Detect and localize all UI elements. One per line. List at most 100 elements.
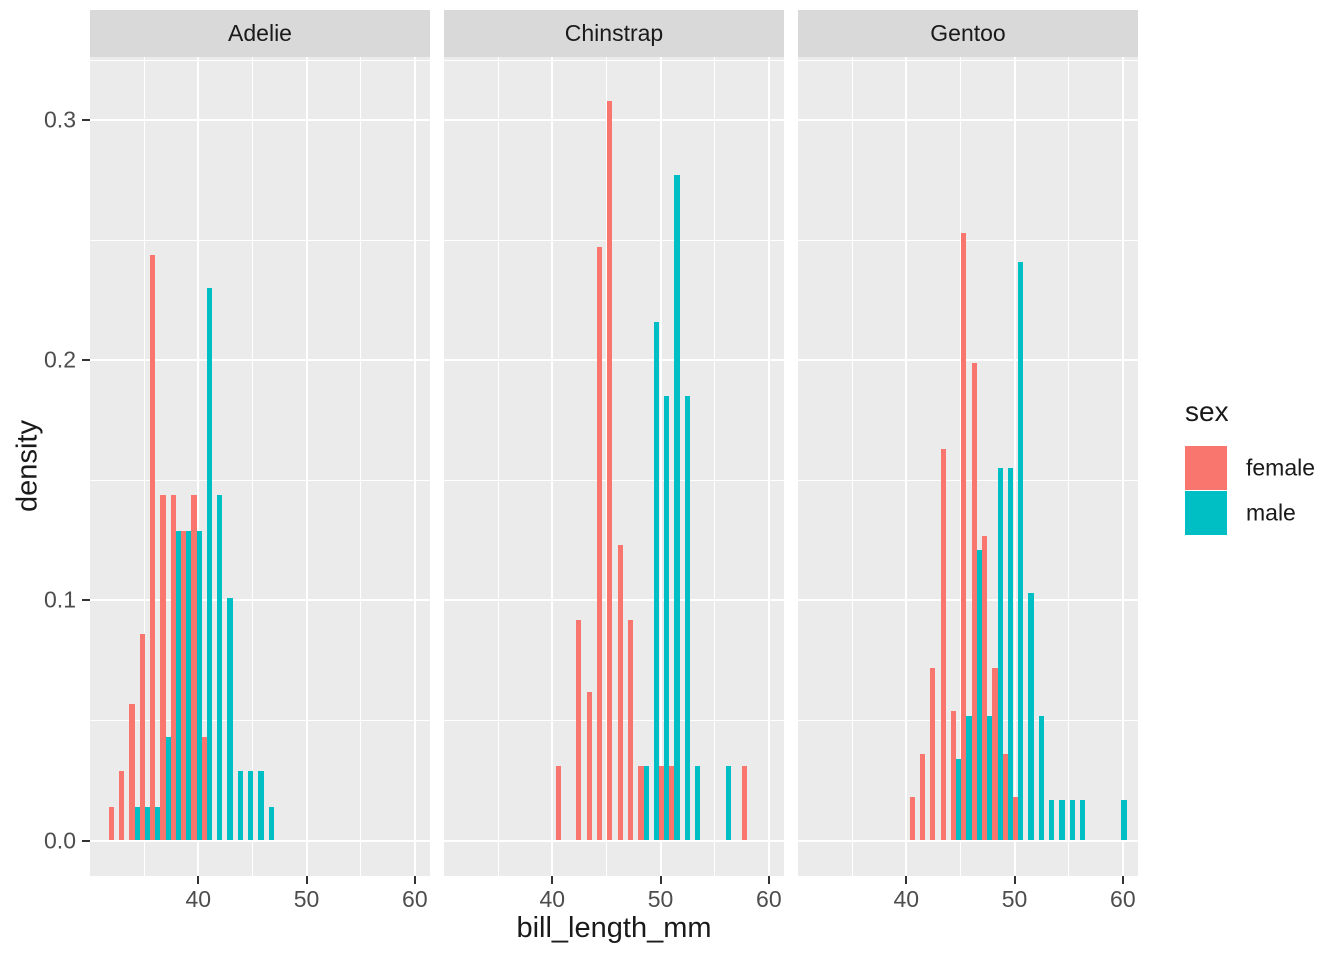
x-axis-tick-label: 50 [293,886,320,912]
gridline-major-y [798,839,1138,842]
facet-strip: Chinstrap [444,10,784,57]
x-axis-tick [905,876,908,884]
gridline-major-x [905,57,908,876]
histogram-bar-female [617,545,623,841]
histogram-bar-male [684,396,690,841]
facet-strip-label: Gentoo [930,20,1006,46]
y-axis-tick-label: 0.2 [44,346,76,373]
facet-strip: Gentoo [798,10,1138,57]
histogram-bar-male [1069,799,1075,841]
y-axis-tick-label: 0.1 [44,586,76,613]
histogram-bar-female [160,494,166,841]
histogram-bar-male [268,806,274,841]
gridline-major-x [767,57,770,876]
gridline-minor-x [1068,57,1070,876]
histogram-bar-male [248,770,254,841]
x-axis-tick [659,876,662,884]
histogram-bar-female [139,633,145,841]
histogram-bar-male [1080,799,1086,841]
gridline-major-x [1013,57,1016,876]
histogram-bar-female [597,247,603,841]
histogram-bar-female [555,766,561,841]
y-axis-tick [82,359,90,362]
histogram-bar-male [966,715,972,841]
gridline-major-y [90,119,430,122]
x-axis-tick-label: 50 [1001,886,1028,912]
gridline-minor-x [360,57,362,876]
histogram-bar-female [576,619,582,841]
gridline-minor-x [251,57,253,876]
gridline-major-x [551,57,554,876]
legend-key-female [1185,446,1227,490]
histogram-bar-male [186,530,192,841]
histogram-bar-male [956,758,962,841]
gridline-major-y [444,599,784,602]
histogram-bar-male [1007,468,1013,841]
histogram-bar-male [674,175,680,841]
histogram-bar-female [909,797,915,841]
legend-label-male: male [1246,499,1296,526]
histogram-bar-male [1121,799,1127,841]
histogram-bar-male [997,468,1003,841]
histogram-bar-female [992,667,998,841]
histogram-bar-female [930,667,936,841]
histogram-bar-male [217,494,223,841]
x-axis-tick-label: 50 [647,886,674,912]
histogram-bar-female [586,691,592,841]
histogram-bar-female [119,770,125,841]
histogram-bar-female [607,100,613,841]
legend: sex female male [1183,396,1343,536]
legend-title: sex [1185,396,1229,427]
gridline-major-y [444,359,784,362]
x-axis-tick [305,876,308,884]
facet-panel [444,57,784,876]
facet-strip: Adelie [90,10,430,57]
x-axis-tick-label: 40 [185,886,212,912]
histogram-bar-male [258,770,264,841]
gridline-minor-x [605,57,607,876]
x-axis-tick-label: 60 [1110,886,1136,912]
x-axis-tick [1121,876,1124,884]
gridline-minor-y [798,239,1138,241]
histogram-bar-male [1028,593,1034,841]
y-axis-tick [82,599,90,602]
histogram-bar-female [971,362,977,841]
histogram-bar-male [1059,799,1065,841]
gridline-major-y [798,359,1138,362]
gridline-major-x [1121,57,1124,876]
histogram-bar-male [643,766,649,841]
gridline-minor-y [90,719,430,721]
x-axis-tick-label: 40 [539,886,566,912]
histogram-bar-male [653,321,659,841]
gridline-minor-x [714,57,716,876]
histogram-bar-female [201,737,207,841]
histogram-bar-male [155,806,161,841]
histogram-bar-male [175,530,181,841]
histogram-bar-male [196,530,202,841]
histogram-bar-female [961,232,967,841]
facet-strip-label: Adelie [228,20,292,46]
histogram-bar-male [726,766,732,841]
y-axis-tick-label: 0.3 [44,106,76,133]
histogram-bar-male [227,597,233,841]
histogram-bar-female [1012,797,1019,841]
facet-strip-label: Chinstrap [564,20,664,46]
x-axis-tick [197,876,200,884]
gridline-minor-y [90,479,430,481]
x-axis-tick [767,876,770,884]
gridline-minor-y [798,59,1138,61]
histogram-bar-female [627,619,634,841]
histogram-bar-male [664,396,670,841]
x-axis-tick [1013,876,1016,884]
gridline-major-x [305,57,308,876]
legend-key-male [1185,491,1227,535]
x-axis-tick-label: 40 [893,886,920,912]
gridline-major-y [798,119,1138,122]
gridline-major-y [90,599,430,602]
gridline-major-x [413,57,416,876]
x-axis-tick-label: 60 [756,886,782,912]
gridline-minor-x [851,57,853,876]
gridline-minor-x [143,57,145,876]
gridline-minor-y [798,479,1138,481]
histogram-bar-male [165,737,171,841]
